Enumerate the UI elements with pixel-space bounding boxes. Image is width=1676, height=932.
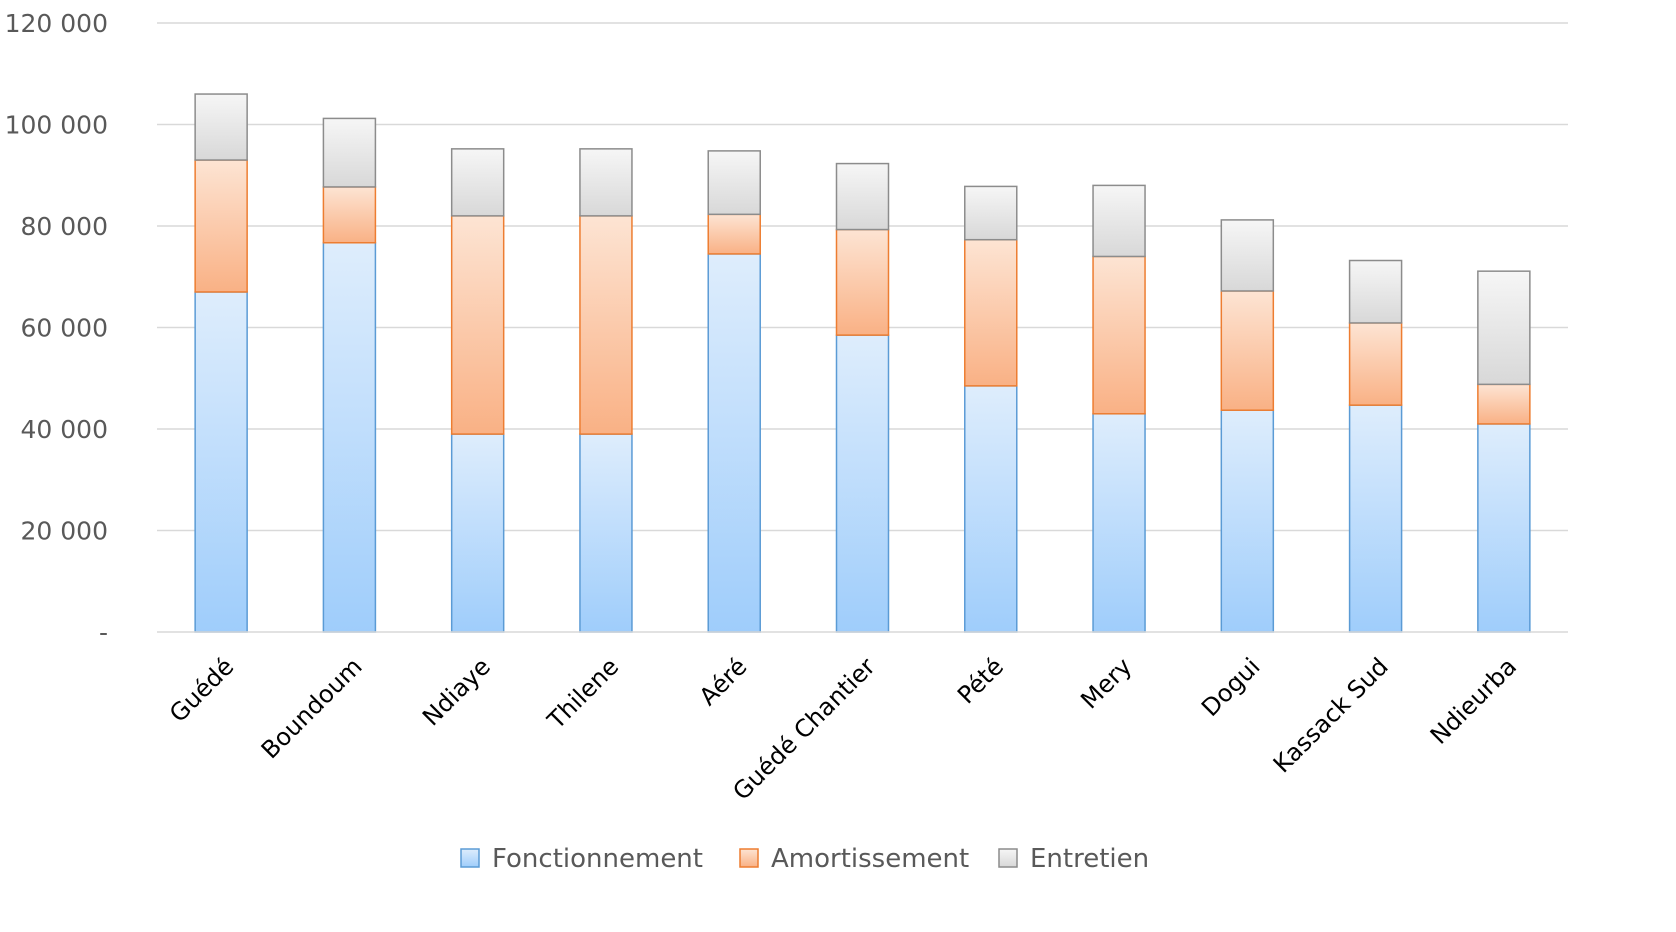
bar-entretien-kassack-sud <box>1348 259 1403 324</box>
bar-entretien-mery <box>1092 184 1146 258</box>
bar-group-ndiaye <box>450 148 505 633</box>
x-tick-label: Mery <box>1075 652 1137 714</box>
bar-group-pete <box>964 185 1018 633</box>
bar-group-thilene <box>579 148 633 633</box>
bar-group-ndieurba <box>1477 270 1531 633</box>
legend-label: Amortissement <box>771 844 969 874</box>
bar-fonctionnement-kassack-sud <box>1348 404 1403 633</box>
bar-amortissement-boundoum <box>322 186 377 244</box>
x-tick-label: Guédé <box>164 652 239 727</box>
y-tick-label: 40 000 <box>21 415 108 444</box>
bar-fonctionnement-pete <box>964 385 1018 633</box>
bar-amortissement-guede <box>194 159 248 293</box>
bars <box>194 93 1531 633</box>
bar-amortissement-mery <box>1092 255 1146 415</box>
bar-fonctionnement-guede <box>194 291 248 633</box>
x-tick-label: Guédé Chantier <box>727 652 880 805</box>
y-axis-ticks: - 20 000 40 000 60 000 80 000 100 000 120 000 <box>5 9 108 647</box>
bar-amortissement-thilene <box>579 215 633 435</box>
bar-group-kassack-sud <box>1348 259 1403 633</box>
bar-entretien-thilene <box>579 148 633 217</box>
bar-entretien-guede-chantier <box>835 162 890 231</box>
bar-group-mery <box>1092 184 1146 633</box>
bar-group-guede-chantier <box>835 162 890 633</box>
bar-fonctionnement-ndieurba <box>1477 423 1531 633</box>
bar-entretien-dogui <box>1220 219 1275 292</box>
y-tick-label: - <box>99 618 108 647</box>
bar-entretien-ndieurba <box>1477 270 1531 386</box>
bar-amortissement-ndieurba <box>1477 383 1531 425</box>
y-tick-label: 80 000 <box>21 212 108 241</box>
bar-entretien-pete <box>964 185 1018 241</box>
x-tick-label: Dogui <box>1196 652 1265 721</box>
x-tick-label: Pété <box>952 652 1009 709</box>
legend-label: Fonctionnement <box>492 844 703 874</box>
x-tick-label: Ndiaye <box>417 652 496 731</box>
x-tick-label: Ndieurba <box>1425 652 1522 749</box>
legend-item-fonctionnement: Fonctionnement <box>460 844 703 874</box>
bar-amortissement-guede-chantier <box>835 228 890 336</box>
legend-swatch <box>460 848 480 868</box>
bar-entretien-guede <box>194 93 248 161</box>
bar-amortissement-aere <box>707 213 761 255</box>
bar-amortissement-pete <box>964 238 1018 387</box>
bar-group-aere <box>707 150 761 633</box>
bar-fonctionnement-thilene <box>579 433 633 633</box>
legend-label: Entretien <box>1030 844 1149 874</box>
bar-amortissement-ndiaye <box>450 215 505 435</box>
bar-amortissement-dogui <box>1220 290 1275 411</box>
bar-entretien-ndiaye <box>450 148 505 217</box>
bar-fonctionnement-guede-chantier <box>835 334 890 633</box>
x-tick-label: Aéré <box>694 652 753 711</box>
bar-fonctionnement-ndiaye <box>450 433 505 633</box>
bar-fonctionnement-dogui <box>1220 409 1275 633</box>
bar-amortissement-kassack-sud <box>1348 322 1403 406</box>
legend-swatch <box>739 848 759 868</box>
x-tick-label: Kassack Sud <box>1268 652 1394 778</box>
bar-entretien-boundoum <box>322 117 377 188</box>
bar-entretien-aere <box>707 150 761 216</box>
bar-group-boundoum <box>322 117 377 633</box>
bar-fonctionnement-mery <box>1092 413 1146 633</box>
bar-fonctionnement-boundoum <box>322 241 377 633</box>
bar-group-guede <box>194 93 248 633</box>
y-tick-label: 60 000 <box>21 314 108 343</box>
legend: Fonctionnement Amortissement Entretien <box>460 844 1149 874</box>
legend-item-entretien: Entretien <box>998 844 1149 874</box>
y-tick-label: 100 000 <box>5 111 108 140</box>
bar-fonctionnement-aere <box>707 253 761 633</box>
legend-swatch <box>998 848 1018 868</box>
bar-group-dogui <box>1220 219 1275 633</box>
y-tick-label: 20 000 <box>21 517 108 546</box>
x-tick-label: Boundoum <box>256 652 368 764</box>
x-tick-label: Thilene <box>541 652 624 735</box>
y-tick-label: 120 000 <box>5 9 108 38</box>
legend-item-amortissement: Amortissement <box>739 844 969 874</box>
